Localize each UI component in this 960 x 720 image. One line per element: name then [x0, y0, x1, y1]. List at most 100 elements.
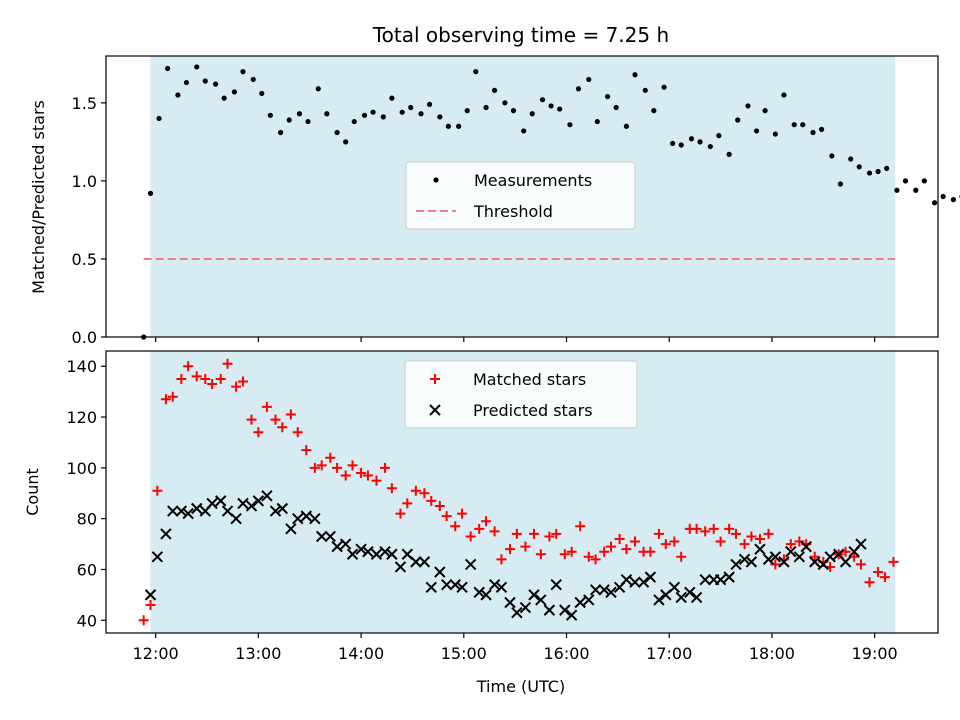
- matched-star-marker: [309, 462, 320, 473]
- predicted-star-marker: [473, 586, 485, 599]
- matched-star-marker: [441, 511, 452, 522]
- matched-star-marker: [362, 470, 373, 481]
- matched-star-marker: [145, 600, 156, 611]
- matched-star-marker: [551, 528, 562, 539]
- matched-star-marker: [599, 546, 610, 557]
- measurement-point: [521, 128, 527, 134]
- measurement-point: [389, 95, 395, 101]
- predicted-star-marker: [598, 584, 610, 596]
- axes-frame: [105, 55, 939, 338]
- predicted-star-marker: [644, 571, 657, 583]
- measurement-point: [791, 122, 797, 128]
- predicted-star-marker: [699, 573, 711, 586]
- predicted-star-marker: [355, 543, 367, 555]
- top-y-axis-label: Matched/Predicted stars: [29, 100, 48, 294]
- measurement-point: [548, 103, 554, 109]
- matched-star-marker: [176, 373, 187, 384]
- measurement-point: [445, 123, 451, 129]
- measurement-point: [183, 79, 190, 86]
- matched-star-marker: [207, 379, 218, 390]
- measurement-point: [707, 143, 713, 150]
- predicted-star-marker: [480, 589, 492, 601]
- measurement-point: [913, 187, 919, 193]
- predicted-star-marker: [230, 512, 242, 525]
- matched-star-marker: [325, 452, 336, 463]
- x-tick-label: 13:00: [235, 644, 281, 663]
- matched-star-marker: [474, 523, 485, 534]
- predicted-star-marker: [785, 545, 797, 558]
- measurement-point: [267, 112, 273, 118]
- predicted-star-marker: [738, 553, 751, 566]
- predicted-star-marker: [386, 548, 398, 560]
- series-measurements: [141, 64, 960, 340]
- matched-star-marker: [138, 615, 149, 626]
- top-panel: 0.0 0.5 1.0 1.5 Measurements Threshold: [72, 55, 960, 347]
- matched-star-marker: [450, 521, 461, 532]
- predicted-star-marker: [309, 512, 321, 525]
- matched-star-marker: [730, 528, 741, 539]
- predicted-star-marker: [362, 545, 374, 558]
- measurement-point: [697, 139, 703, 145]
- measurement-point: [772, 131, 778, 137]
- matched-star-marker: [246, 414, 257, 425]
- measurement-point: [557, 106, 563, 112]
- predicted-star-marker: [637, 576, 650, 588]
- matched-star-marker: [528, 528, 539, 539]
- measurement-point: [456, 123, 462, 129]
- matched-star-marker: [434, 500, 445, 511]
- measurement-point: [781, 92, 787, 98]
- matched-star-marker: [785, 539, 796, 550]
- predicted-star-marker: [511, 606, 523, 619]
- measurement-point: [510, 108, 517, 114]
- predicted-star-marker: [769, 551, 782, 563]
- matched-star-marker: [606, 541, 617, 552]
- matched-star-marker: [402, 498, 413, 509]
- legend: Measurements Threshold: [405, 161, 636, 230]
- predicted-star-marker: [589, 584, 602, 596]
- matched-star-marker: [888, 556, 899, 567]
- matched-star-marker: [511, 528, 522, 539]
- predicted-star-marker: [668, 581, 681, 593]
- x-tick-label: 19:00: [852, 644, 898, 663]
- predicted-star-marker: [379, 545, 391, 558]
- predicted-star-marker: [175, 505, 188, 517]
- matched-star-marker: [215, 373, 226, 384]
- matched-star-marker: [660, 539, 671, 550]
- predicted-star-marker: [793, 551, 806, 563]
- predicted-star-marker: [370, 548, 383, 560]
- measurement-point: [165, 65, 171, 72]
- matched-star-marker: [590, 554, 601, 565]
- matched-star-marker: [231, 381, 242, 392]
- y-tick-label: 60: [77, 560, 97, 579]
- matched-star-marker: [669, 536, 680, 547]
- measurement-point: [408, 104, 414, 111]
- measurement-point: [334, 129, 340, 136]
- matched-star-marker: [621, 544, 632, 555]
- matched-star-marker: [794, 536, 805, 547]
- matched-star-marker: [277, 422, 288, 433]
- predicted-star-marker: [449, 579, 461, 591]
- legend-label: Matched stars: [473, 370, 586, 389]
- matched-star-marker: [457, 508, 468, 519]
- predicted-star-marker: [300, 510, 313, 522]
- measurement-point: [426, 101, 433, 107]
- legend-matched-marker: [430, 374, 440, 384]
- predicted-star-marker: [410, 556, 422, 568]
- matched-star-marker: [167, 391, 178, 402]
- matched-star-marker: [708, 523, 719, 534]
- measurement-point: [902, 178, 909, 184]
- measurement-point: [575, 86, 582, 92]
- matched-star-marker: [160, 394, 171, 405]
- matched-star-marker: [879, 572, 890, 583]
- matched-star-marker: [386, 483, 397, 494]
- matched-star-marker: [419, 488, 430, 499]
- measurement-point: [623, 123, 630, 129]
- predicted-star-marker: [151, 551, 164, 563]
- predicted-star-marker: [550, 579, 562, 591]
- measurement-point: [250, 76, 256, 83]
- matched-star-marker: [356, 467, 367, 478]
- series-predicted-stars: [144, 490, 867, 621]
- predicted-star-marker: [394, 561, 407, 573]
- measurement-point: [370, 109, 376, 115]
- legend-measurement-marker: [433, 177, 439, 183]
